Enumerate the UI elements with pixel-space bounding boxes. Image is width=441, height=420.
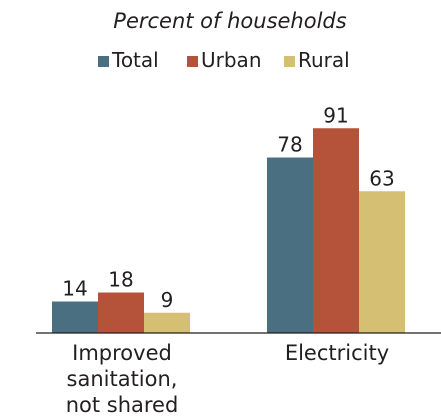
category-label-improved-sanitation-line-2: sanitation, [67,367,178,391]
legend-swatch-total [98,56,109,67]
value-label-rural-improved-sanitation: 9 [161,288,174,312]
bar-rural-electricity [359,191,405,333]
legend-item-rural: Rural [284,48,350,72]
bar-urban-improved-sanitation [98,292,144,333]
value-label-urban-improved-sanitation: 18 [108,268,133,292]
bar-total-electricity [267,157,313,333]
category-label-improved-sanitation-line-1: Improved [72,341,172,365]
value-labels: 14 18 9 78 91 63 [62,103,394,312]
legend-label-urban: Urban [201,48,262,72]
category-label-improved-sanitation-line-3: not shared [66,393,179,417]
chart-subtitle: Percent of households [113,9,346,33]
legend-item-urban: Urban [187,48,262,72]
bar-urban-electricity [313,128,359,333]
bar-total-improved-sanitation [52,301,98,333]
legend-item-total: Total [98,48,159,72]
bars [52,128,405,333]
bar-rural-improved-sanitation [144,312,190,333]
legend-label-rural: Rural [298,48,350,72]
legend-swatch-rural [284,56,295,67]
value-label-rural-electricity: 63 [369,166,394,190]
value-label-urban-electricity: 91 [323,103,348,127]
legend-label-total: Total [111,48,159,72]
legend-swatch-urban [187,56,198,67]
value-label-total-electricity: 78 [277,133,302,157]
legend: Total Urban Rural [98,48,350,72]
category-label-electricity-line-1: Electricity [285,341,389,365]
value-label-total-improved-sanitation: 14 [62,277,87,301]
